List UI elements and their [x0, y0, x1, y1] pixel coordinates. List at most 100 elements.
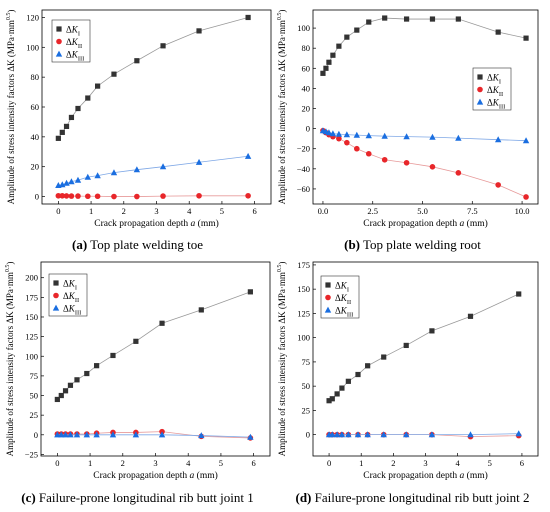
data-point-III: [403, 431, 410, 438]
caption-c: (c) Failure-prone longitudinal rib butt …: [0, 490, 275, 506]
data-point-III: [345, 431, 352, 438]
x-tick-label: 6: [252, 458, 256, 468]
data-point-II: [75, 193, 81, 199]
x-tick-label: 2: [391, 458, 395, 468]
legend-entry-II: ΔKII: [63, 291, 79, 304]
caption-d-text: Failure-prone longitudinal rib butt join…: [311, 490, 530, 505]
data-point-III: [329, 431, 336, 438]
y-axis-label: Amplitude of stress intensity factors ΔK…: [5, 262, 15, 457]
data-point-I: [75, 105, 81, 112]
x-axis-label: Crack propagation depth a (mm): [363, 218, 488, 229]
data-point-II: [94, 193, 101, 200]
x-tick-label: 6: [520, 458, 524, 468]
data-point-III: [195, 158, 203, 165]
x-tick-label: 4: [456, 458, 461, 468]
series-I: [54, 289, 253, 403]
data-point-III: [338, 431, 346, 438]
data-point-III: [333, 431, 341, 438]
y-tick-label: 0: [306, 430, 310, 440]
data-point-III: [467, 431, 474, 438]
x-axis-label: Crack propagation depth a (mm): [93, 470, 218, 481]
data-point-III: [365, 132, 372, 139]
x-tick-label: 2: [121, 458, 125, 468]
data-point-I: [355, 371, 361, 378]
y-tick-label: 100: [25, 351, 38, 361]
data-point-II: [495, 182, 501, 188]
y-tick-label: −60: [297, 184, 310, 194]
data-point-I: [196, 28, 202, 34]
y-tick-label: 60: [302, 63, 311, 73]
data-point-II: [381, 156, 388, 163]
caption-d-tag: (d): [295, 490, 312, 505]
data-point-II: [429, 164, 436, 170]
data-point-III: [158, 431, 166, 438]
data-point-III: [110, 169, 118, 176]
y-tick-label: 40: [31, 132, 40, 142]
data-point-II: [523, 194, 529, 200]
y-tick-label: 20: [302, 104, 311, 114]
x-tick-label: 0.0: [318, 206, 329, 216]
y-tick-label: 25: [302, 405, 311, 415]
caption-b: (b) Top plate welding root: [275, 237, 550, 253]
caption-b-text: Top plate welding root: [360, 237, 481, 252]
data-point-III: [84, 173, 91, 180]
x-tick-label: 1: [88, 458, 92, 468]
data-point-III: [325, 129, 333, 136]
x-tick-label: 7.5: [467, 206, 478, 216]
data-point-II: [245, 192, 251, 199]
data-point-III: [381, 132, 388, 139]
data-point-I: [366, 19, 372, 25]
data-point-I: [159, 320, 165, 326]
data-point-I: [160, 43, 166, 49]
series-line-III: [322, 130, 527, 142]
data-point-I: [110, 352, 116, 359]
legend-marker-II: [325, 294, 331, 301]
x-tick-label: 1: [359, 458, 363, 468]
x-tick-label: 10.0: [515, 206, 530, 216]
data-point-III: [244, 152, 252, 159]
caption-a: (a) Top plate welding toe: [0, 237, 275, 253]
series-line-III: [58, 155, 249, 186]
series-I: [55, 14, 251, 141]
data-point-I: [111, 71, 117, 77]
y-tick-label: −40: [297, 164, 310, 174]
y-tick-label: 80: [302, 43, 311, 53]
series-I: [320, 15, 529, 76]
y-axis-label: Amplitude of stress intensity factors ΔK…: [277, 10, 287, 205]
data-point-I: [58, 392, 64, 399]
data-point-III: [455, 134, 462, 141]
data-point-III: [364, 431, 371, 438]
x-axis-label: Crack propagation depth a (mm): [363, 470, 488, 481]
y-tick-label: 150: [25, 312, 38, 322]
legend-entry-III: ΔKIII: [335, 306, 353, 319]
legend-marker-I: [53, 280, 59, 286]
chart-panel-b: 0.0 2.5 5.0 7.5 10.0 −60 −40 −20 0 20 40 60 80 100 Cra…: [277, 9, 539, 229]
data-point-I: [54, 396, 60, 403]
data-point-III: [494, 136, 502, 143]
data-point-I: [495, 29, 501, 35]
data-point-II: [455, 170, 462, 176]
caption-d: (d) Failure-prone longitudinal rib butt …: [275, 490, 550, 506]
data-point-I: [198, 307, 204, 313]
data-point-I: [516, 291, 522, 297]
y-tick-label: 75: [302, 357, 311, 367]
data-point-II: [403, 159, 410, 166]
legend-entry-III: ΔKIII: [63, 304, 81, 317]
y-tick-label: 100: [297, 23, 310, 33]
data-point-II: [85, 193, 91, 200]
y-axis-label: Amplitude of stress intensity factors ΔK…: [6, 10, 16, 205]
caption-a-tag: (a): [72, 237, 88, 252]
chart-panel-c: 0 1 2 3 4 5 6 −25 0 25 50 75 100 125 150 175 200 Crack pr…: [5, 261, 271, 481]
data-point-I: [467, 313, 474, 319]
data-point-I: [68, 114, 75, 121]
data-point-II: [160, 193, 166, 199]
y-tick-label: 50: [30, 391, 39, 401]
series-II: [326, 431, 522, 440]
x-tick-label: 4: [186, 458, 191, 468]
data-point-III: [68, 178, 75, 185]
legend-entry-III: ΔKIII: [487, 98, 505, 111]
data-point-I: [403, 342, 409, 349]
legend-entry-I: ΔKI: [66, 25, 80, 38]
